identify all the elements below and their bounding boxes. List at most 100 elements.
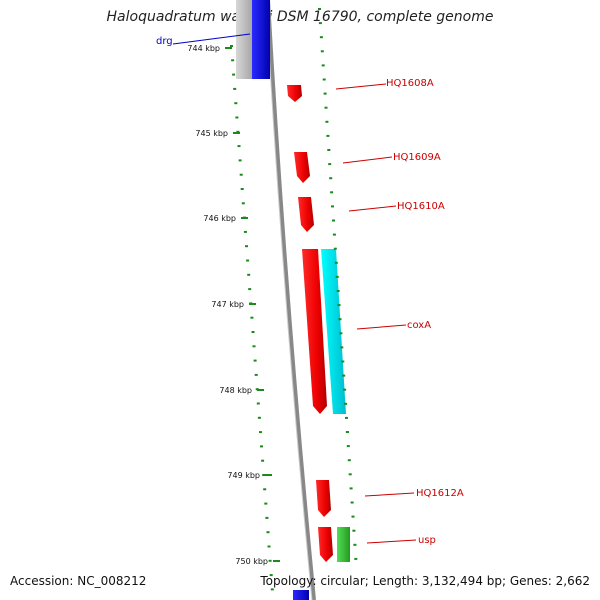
tick-dash bbox=[263, 488, 267, 491]
tick-dash bbox=[345, 416, 348, 419]
gene-label-hq1608a[interactable]: HQ1608A bbox=[386, 78, 434, 89]
accession-text: Accession: NC_008212 bbox=[10, 574, 147, 588]
tick-dash bbox=[347, 459, 351, 462]
tick-dash bbox=[352, 529, 356, 532]
tick-dash bbox=[243, 230, 247, 233]
genome-title: Haloquadratum walsbyi DSM 16790, complet… bbox=[106, 9, 494, 25]
feature-track bbox=[236, 0, 350, 600]
tick-dash bbox=[233, 87, 237, 90]
genome-backbone bbox=[266, 0, 316, 600]
kbp-label: 745 kbp bbox=[195, 129, 228, 138]
gene-callout-line bbox=[172, 33, 251, 45]
gene-labels: drg HQ1608A HQ1609A HQ1610A coxA HQ1612A usp bbox=[156, 33, 464, 546]
gene-callout-line bbox=[335, 83, 387, 90]
tick-dash bbox=[238, 159, 242, 162]
tick-dash bbox=[267, 545, 271, 548]
tick-dash bbox=[268, 559, 272, 562]
tick-dash bbox=[261, 459, 265, 462]
tick-dash bbox=[256, 402, 260, 405]
tick-dash bbox=[351, 515, 355, 518]
tick-dash bbox=[340, 346, 344, 349]
tick-dash bbox=[323, 92, 327, 95]
tick-dash bbox=[354, 557, 358, 560]
tick-dash bbox=[237, 145, 241, 148]
grey-orf-feature[interactable] bbox=[236, 0, 254, 79]
left-tick-track bbox=[230, 45, 274, 591]
tick-dash bbox=[231, 59, 235, 62]
tick-dash bbox=[346, 445, 350, 448]
gene-callout-line bbox=[348, 205, 397, 212]
green-orf-feature[interactable] bbox=[337, 527, 350, 562]
major-tick bbox=[257, 389, 264, 391]
tick-dash bbox=[331, 205, 334, 208]
genome-backbone-highlight bbox=[265, 0, 313, 600]
tick-dash bbox=[319, 36, 323, 39]
topology-summary: Topology: circular; Length: 3,132,494 bp… bbox=[260, 574, 590, 588]
tick-dash bbox=[254, 373, 258, 376]
bottom-blue-feature[interactable] bbox=[293, 590, 309, 600]
tick-dash bbox=[334, 261, 338, 264]
tick-dash bbox=[329, 177, 333, 180]
hq1610a-feature[interactable] bbox=[298, 197, 314, 232]
tick-dash bbox=[318, 8, 321, 10]
tick-dash bbox=[343, 388, 347, 391]
tick-dash bbox=[353, 543, 357, 546]
tick-dash bbox=[320, 50, 324, 53]
kbp-label: 750 kbp bbox=[235, 557, 268, 566]
tick-dash bbox=[245, 245, 248, 248]
kbp-label: 748 kbp bbox=[219, 386, 252, 395]
tick-dash bbox=[260, 445, 263, 448]
gene-callout-line bbox=[366, 539, 417, 544]
tick-dash bbox=[326, 134, 330, 137]
gene-label-hq1609a[interactable]: HQ1609A bbox=[393, 152, 441, 163]
tick-dash bbox=[270, 588, 274, 591]
tick-dash bbox=[246, 259, 250, 262]
gene-label-usp[interactable]: usp bbox=[418, 535, 436, 546]
drg-feature[interactable] bbox=[252, 0, 270, 79]
tick-dash bbox=[259, 431, 262, 434]
tick-dash bbox=[232, 73, 236, 76]
major-tick bbox=[241, 217, 248, 219]
coxa-feature[interactable] bbox=[302, 249, 327, 414]
hq1612a-feature[interactable] bbox=[316, 480, 331, 517]
tick-dash bbox=[338, 318, 342, 321]
kbp-label: 747 kbp bbox=[211, 300, 244, 309]
hq1609a-feature[interactable] bbox=[294, 152, 310, 183]
tick-dash bbox=[248, 288, 252, 291]
usp-feature[interactable] bbox=[318, 527, 333, 562]
tick-dash bbox=[250, 316, 254, 319]
tick-dash bbox=[247, 273, 251, 276]
tick-dash bbox=[349, 487, 353, 490]
tick-dash bbox=[253, 359, 257, 362]
tick-dash bbox=[322, 78, 326, 81]
gene-label-drg[interactable]: drg bbox=[156, 36, 173, 47]
tick-dash bbox=[257, 416, 261, 419]
gene-callout-line bbox=[356, 324, 407, 330]
tick-dash bbox=[344, 402, 348, 405]
tick-dash bbox=[324, 106, 328, 109]
kbp-label: 746 kbp bbox=[203, 214, 236, 223]
tick-dash bbox=[262, 474, 266, 476]
kbp-label: 744 kbp bbox=[187, 44, 220, 53]
tick-dash bbox=[325, 120, 329, 123]
gene-callout-line bbox=[342, 156, 393, 164]
tick-dash bbox=[265, 516, 269, 519]
hq1608a-feature[interactable] bbox=[287, 85, 302, 102]
tick-dash bbox=[333, 247, 337, 250]
tick-dash bbox=[339, 332, 343, 335]
tick-dash bbox=[332, 233, 336, 236]
gene-label-coxa[interactable]: coxA bbox=[407, 320, 431, 331]
tick-dash bbox=[239, 173, 243, 176]
gene-label-hq1610a[interactable]: HQ1610A bbox=[397, 201, 445, 212]
gene-label-hq1612a[interactable]: HQ1612A bbox=[416, 488, 464, 499]
major-tick bbox=[233, 132, 240, 134]
cyan-orf-feature[interactable] bbox=[321, 249, 346, 414]
kbp-label: 749 kbp bbox=[227, 471, 260, 480]
tick-dash bbox=[350, 501, 354, 504]
major-tick bbox=[225, 47, 232, 49]
tick-dash bbox=[269, 574, 273, 577]
major-tick bbox=[273, 560, 280, 562]
tick-dash bbox=[345, 431, 349, 433]
major-tick bbox=[249, 303, 256, 305]
